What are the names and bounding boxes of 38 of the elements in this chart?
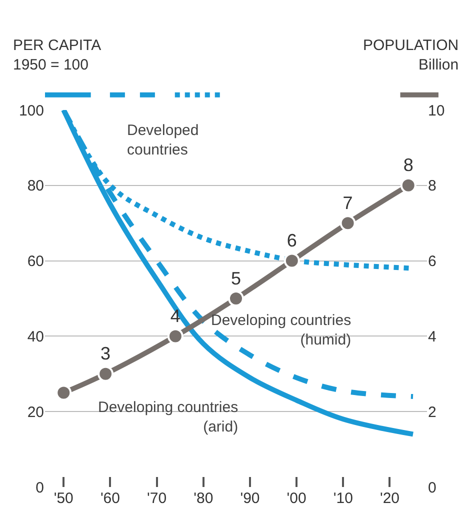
x-tick-label: '50 (54, 490, 74, 507)
point (340, 215, 356, 232)
y2-tick-label: 10 (428, 102, 445, 120)
y-tick-label: 20 (27, 404, 44, 421)
y2-tick-label: 0 (428, 479, 436, 496)
y2-tick-label: 8 (428, 178, 436, 195)
data-label: 6 (286, 230, 297, 251)
y-tick-label: 40 (27, 328, 44, 346)
y2-tick-label: 2 (428, 404, 436, 421)
data-label: 4 (170, 306, 180, 326)
y-axis-title: PER CAPITA 1950 = 100 (13, 37, 102, 74)
x-tick-label: '10 (333, 490, 353, 507)
x-tick-label: '00 (286, 490, 306, 507)
y2-tick-label: 6 (428, 253, 436, 270)
point (400, 177, 416, 194)
y-tick-label: 60 (27, 253, 44, 270)
text: Developed countries (127, 122, 199, 158)
point (167, 328, 184, 344)
point (98, 366, 114, 382)
point (228, 290, 244, 306)
series-label: Developing countries (arid) (98, 399, 238, 436)
data-label: 8 (403, 155, 414, 176)
data-label: 7 (342, 192, 353, 213)
point (284, 252, 300, 269)
y-tick-label: 100 (18, 102, 44, 120)
x-tick-label: '80 (194, 490, 214, 507)
x-tick-label: '20 (380, 490, 400, 507)
x-tick-label: '70 (147, 490, 167, 507)
y2-tick-label: 4 (428, 328, 436, 346)
series-label: Developing countries (humid) (211, 312, 352, 348)
y-tick-label: 80 (27, 178, 44, 195)
point (56, 384, 72, 401)
x-tick-label: '90 (240, 490, 260, 507)
data-label: 3 (100, 344, 111, 364)
y2-axis-title: POPULATION Billion (363, 37, 459, 74)
x-tick-label: '60 (100, 490, 120, 507)
y-tick-label: 0 (36, 479, 44, 496)
data-label: 5 (230, 268, 242, 288)
